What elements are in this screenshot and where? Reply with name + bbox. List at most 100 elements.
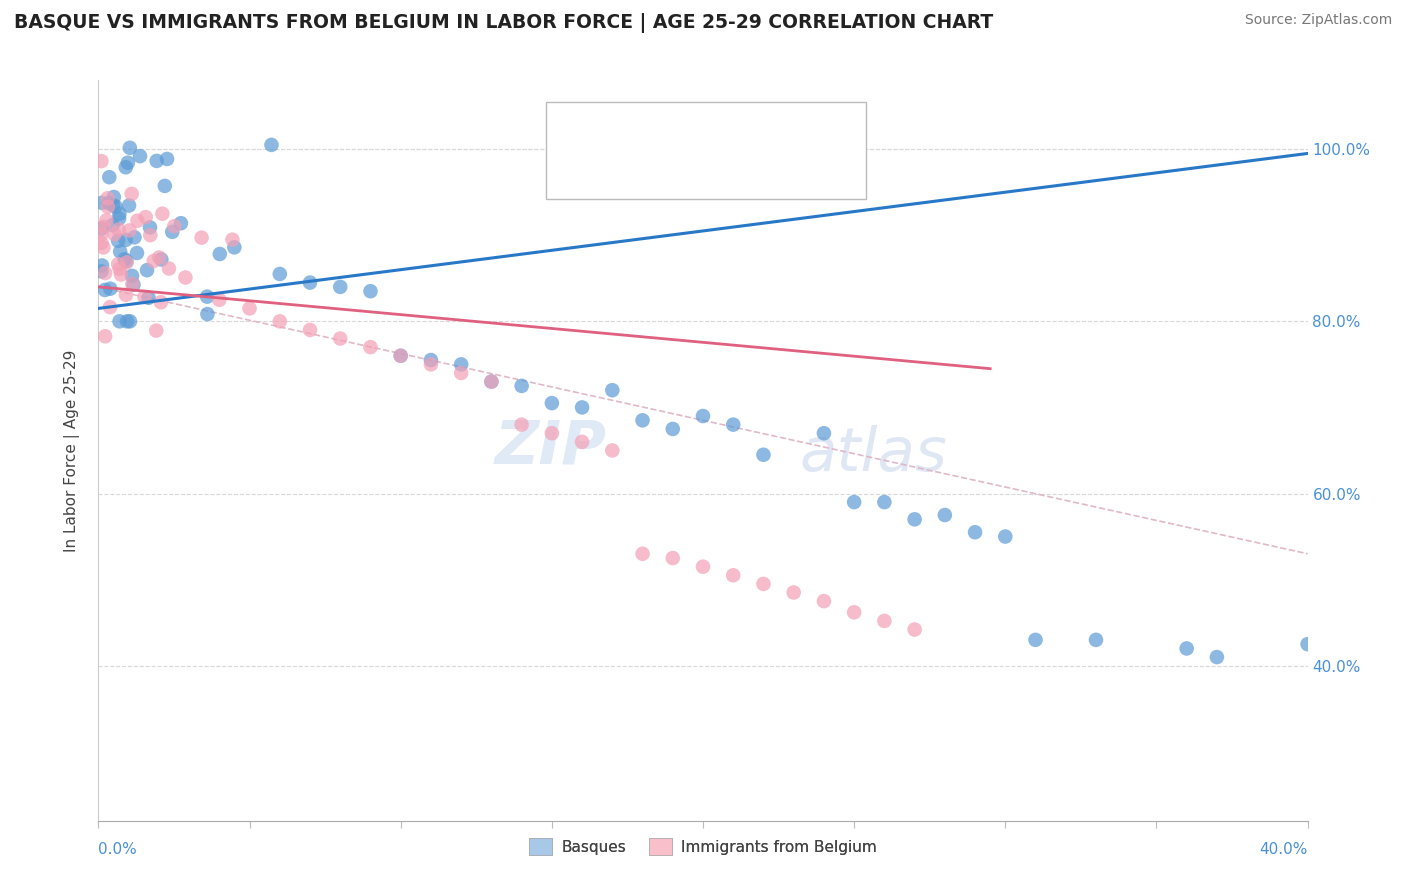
Point	[752, 577, 775, 591]
Point	[420, 357, 443, 371]
FancyBboxPatch shape	[546, 103, 866, 199]
Point	[108, 207, 131, 221]
Point	[142, 254, 165, 268]
Point	[170, 216, 193, 230]
Point	[450, 357, 472, 371]
Text: ZIP: ZIP	[495, 417, 606, 476]
Point	[631, 413, 654, 427]
Point	[91, 259, 114, 273]
Point	[1206, 650, 1229, 665]
Point	[96, 213, 118, 227]
Point	[127, 213, 149, 227]
Point	[98, 282, 121, 296]
Point	[139, 228, 162, 243]
Point	[692, 409, 714, 423]
Point	[97, 200, 120, 214]
Point	[571, 434, 593, 449]
Point	[994, 530, 1017, 544]
Point	[904, 623, 927, 637]
Point	[118, 314, 141, 328]
Text: Source: ZipAtlas.com: Source: ZipAtlas.com	[1244, 13, 1392, 28]
Text: 40.0%: 40.0%	[1260, 842, 1308, 857]
Point	[873, 495, 896, 509]
Point	[195, 290, 218, 304]
Point	[107, 234, 129, 248]
Point	[148, 251, 170, 265]
Point	[510, 379, 533, 393]
Point	[934, 508, 956, 522]
Point	[101, 218, 124, 232]
Point	[661, 422, 683, 436]
Point	[723, 417, 745, 432]
Y-axis label: In Labor Force | Age 25-29: In Labor Force | Age 25-29	[63, 350, 80, 551]
Point	[90, 195, 112, 210]
Point	[571, 401, 593, 415]
Point	[239, 301, 262, 316]
Point	[299, 323, 322, 337]
Point	[157, 261, 180, 276]
Point	[93, 219, 115, 234]
Point	[115, 288, 138, 302]
Point	[114, 252, 136, 267]
Point	[98, 300, 121, 314]
Point	[329, 332, 352, 346]
Point	[510, 417, 533, 432]
Point	[389, 349, 412, 363]
Point	[90, 235, 112, 250]
Point	[481, 375, 503, 389]
Point	[661, 551, 683, 566]
Point	[1296, 637, 1319, 651]
Point	[103, 227, 125, 242]
Point	[481, 375, 503, 389]
Point	[139, 220, 162, 235]
Point	[117, 155, 139, 169]
Point	[118, 198, 141, 212]
Point	[114, 161, 136, 175]
Point	[844, 605, 866, 619]
Point	[125, 246, 148, 260]
Point	[104, 200, 127, 214]
Point	[90, 264, 112, 278]
Point	[150, 252, 173, 267]
Point	[723, 568, 745, 582]
Point	[122, 277, 145, 292]
Point	[138, 291, 160, 305]
Point	[118, 223, 141, 237]
Point	[107, 222, 129, 236]
Point	[174, 270, 197, 285]
Point	[150, 207, 173, 221]
Point	[360, 340, 382, 354]
Point	[121, 186, 143, 201]
Point	[389, 349, 412, 363]
Point	[108, 244, 131, 259]
Point	[107, 257, 129, 271]
Text: atlas: atlas	[800, 425, 948, 483]
Point	[163, 219, 186, 234]
Text: BASQUE VS IMMIGRANTS FROM BELGIUM IN LABOR FORCE | AGE 25-29 CORRELATION CHART: BASQUE VS IMMIGRANTS FROM BELGIUM IN LAB…	[14, 13, 993, 33]
Point	[156, 152, 179, 166]
Point	[98, 170, 121, 185]
Point	[1085, 632, 1108, 647]
Point	[162, 225, 184, 239]
Point	[260, 137, 283, 152]
Point	[115, 314, 138, 328]
Point	[224, 240, 246, 254]
Point	[134, 290, 156, 304]
Point	[94, 283, 117, 297]
Point	[602, 383, 624, 397]
Point	[135, 210, 157, 224]
Point	[752, 448, 775, 462]
Point	[197, 307, 219, 321]
Point	[121, 277, 143, 291]
Point	[208, 293, 231, 307]
Point	[190, 230, 212, 244]
Point	[269, 314, 291, 328]
Point	[299, 276, 322, 290]
Point	[115, 255, 138, 269]
Point	[108, 262, 131, 277]
Point	[631, 547, 654, 561]
Point	[94, 329, 117, 343]
Point	[904, 512, 927, 526]
Point	[129, 149, 152, 163]
Point	[90, 221, 112, 235]
